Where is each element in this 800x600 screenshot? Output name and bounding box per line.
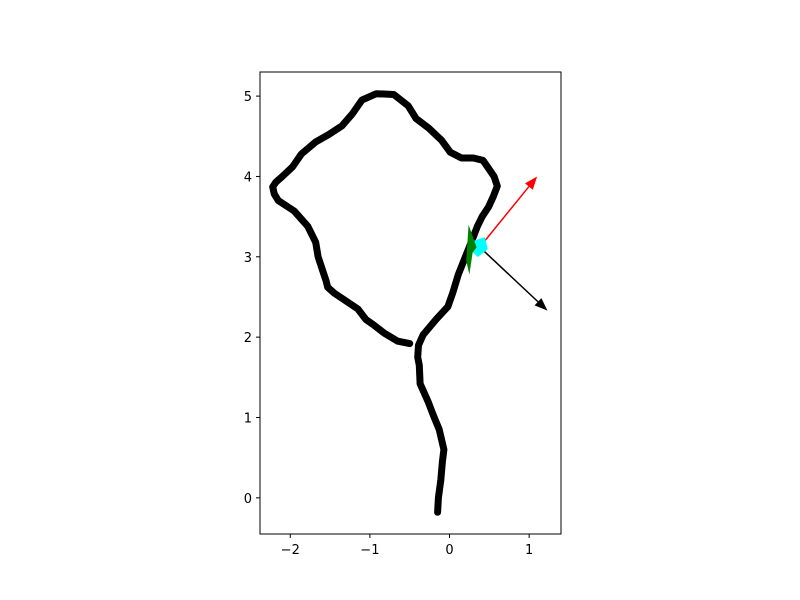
cyan-marker	[470, 237, 488, 258]
red-arrow-head	[525, 176, 538, 190]
x-tick-label: 1	[525, 543, 533, 558]
black-arrow-head	[534, 298, 548, 311]
y-tick-label: 5	[244, 90, 252, 105]
y-tick-label: 3	[244, 251, 252, 266]
red-arrow-shaft	[479, 186, 530, 248]
series-trajectory-line	[269, 90, 501, 516]
x-axis: −2 −1 0 1	[281, 534, 533, 558]
y-tick-label: 2	[244, 331, 252, 346]
axes-frame	[259, 71, 562, 535]
black-arrow	[479, 246, 548, 311]
x-tick-label: 0	[445, 543, 453, 558]
x-tick-label: −1	[360, 543, 379, 558]
black-arrow-shaft	[479, 246, 539, 303]
x-tick-label: −2	[281, 543, 300, 558]
red-arrow	[479, 176, 538, 248]
green-marker	[466, 224, 477, 275]
y-tick-label: 4	[244, 170, 252, 185]
plot-area	[269, 90, 548, 516]
y-axis: 0 1 2 3 4 5	[244, 90, 260, 507]
y-tick-label: 0	[244, 492, 252, 507]
y-tick-label: 1	[244, 411, 252, 426]
